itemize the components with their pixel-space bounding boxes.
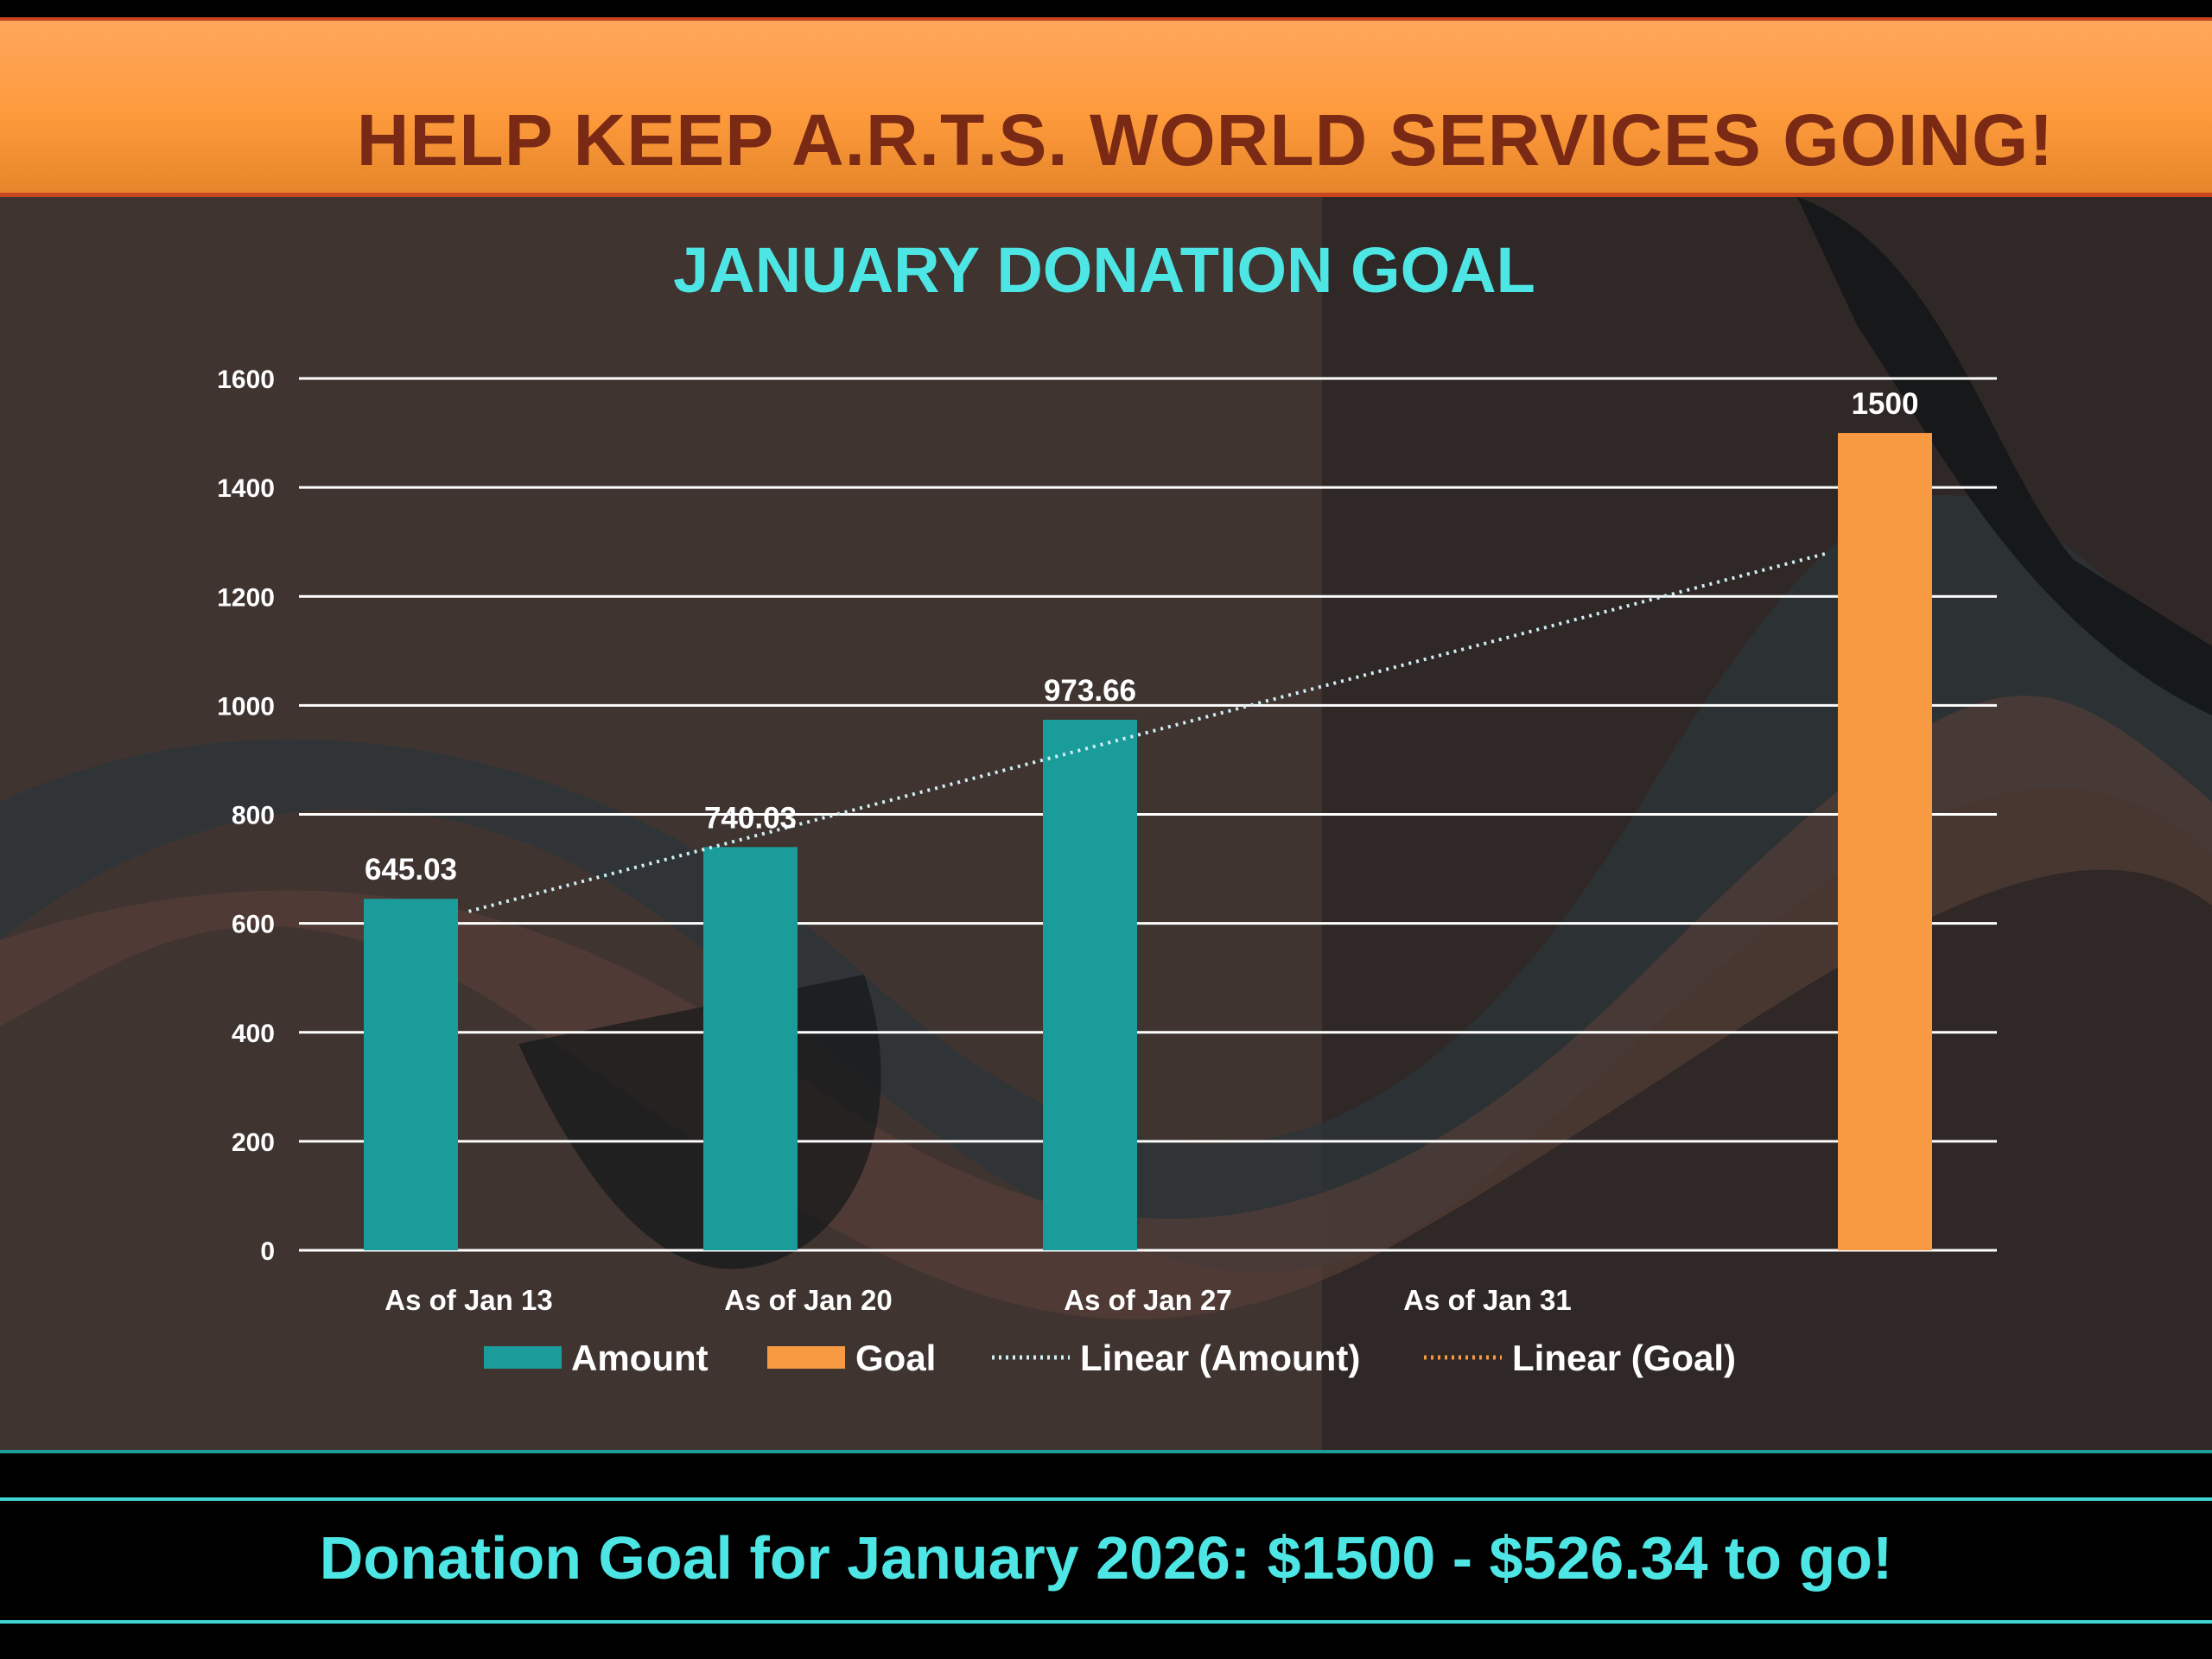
- y-tick-label: 400: [232, 1020, 275, 1048]
- bar-amount: [1043, 719, 1137, 1250]
- legend-swatch-goal: [767, 1346, 845, 1369]
- background-waves: [0, 197, 2212, 1450]
- x-tick-label: As of Jan 13: [385, 1284, 552, 1316]
- legend-swatch-amount: [484, 1346, 562, 1369]
- y-tick-label: 1400: [217, 474, 275, 503]
- bar-amount: [703, 847, 798, 1250]
- footer-text: Donation Goal for January 2026: $1500 - …: [319, 1524, 1893, 1592]
- donation-chart: JANUARY DONATION GOAL 0 200 400 600 800 1000 1…: [0, 197, 2212, 1450]
- legend-label-amount: Amount: [571, 1338, 709, 1378]
- chart-area: JANUARY DONATION GOAL 0 200 400 600 800 1000 1…: [0, 197, 2212, 1450]
- legend-label-goal: Goal: [855, 1338, 936, 1378]
- y-tick-label: 600: [232, 911, 275, 939]
- legend-label-linear-amount: Linear (Amount): [1080, 1338, 1360, 1378]
- bar-amount: [364, 899, 458, 1250]
- x-tick-label: As of Jan 27: [1064, 1284, 1231, 1316]
- bar-goal: [1838, 433, 1932, 1250]
- y-axis-ticks: 0 200 400 600 800 1000 1200 1400 1600: [217, 365, 275, 1266]
- bars: [364, 433, 1932, 1250]
- header-banner: HELP KEEP A.R.T.S. WORLD SERVICES GOING!: [0, 17, 2212, 197]
- y-tick-label: 1600: [217, 365, 275, 394]
- chart-title: JANUARY DONATION GOAL: [673, 234, 1535, 306]
- data-label: 645.03: [365, 853, 457, 887]
- data-label: 740.03: [704, 801, 797, 835]
- x-tick-label: As of Jan 20: [724, 1284, 892, 1316]
- header-title: HELP KEEP A.R.T.S. WORLD SERVICES GOING!: [356, 99, 2055, 181]
- data-labels: 645.03 740.03 973.66 1500: [365, 387, 1918, 887]
- legend: Amount Goal Linear (Amount) Linear (Goal…: [484, 1338, 1736, 1378]
- legend-label-linear-goal: Linear (Goal): [1512, 1338, 1736, 1378]
- x-tick-label: As of Jan 31: [1403, 1284, 1571, 1316]
- data-label: 973.66: [1044, 674, 1136, 708]
- data-label: 1500: [1852, 387, 1919, 421]
- x-axis-labels: As of Jan 13 As of Jan 20 As of Jan 27 As o…: [385, 1284, 1571, 1316]
- divider-line: [0, 1450, 2212, 1453]
- footer-banner: Donation Goal for January 2026: $1500 - …: [0, 1497, 2212, 1624]
- y-tick-label: 0: [260, 1237, 275, 1266]
- y-tick-label: 800: [232, 802, 275, 830]
- y-tick-label: 200: [232, 1128, 275, 1157]
- gridlines: [299, 377, 1997, 1252]
- y-tick-label: 1000: [217, 692, 275, 721]
- y-tick-label: 1200: [217, 583, 275, 612]
- trendline-amount: [467, 551, 1828, 913]
- trendlines: [467, 551, 1828, 913]
